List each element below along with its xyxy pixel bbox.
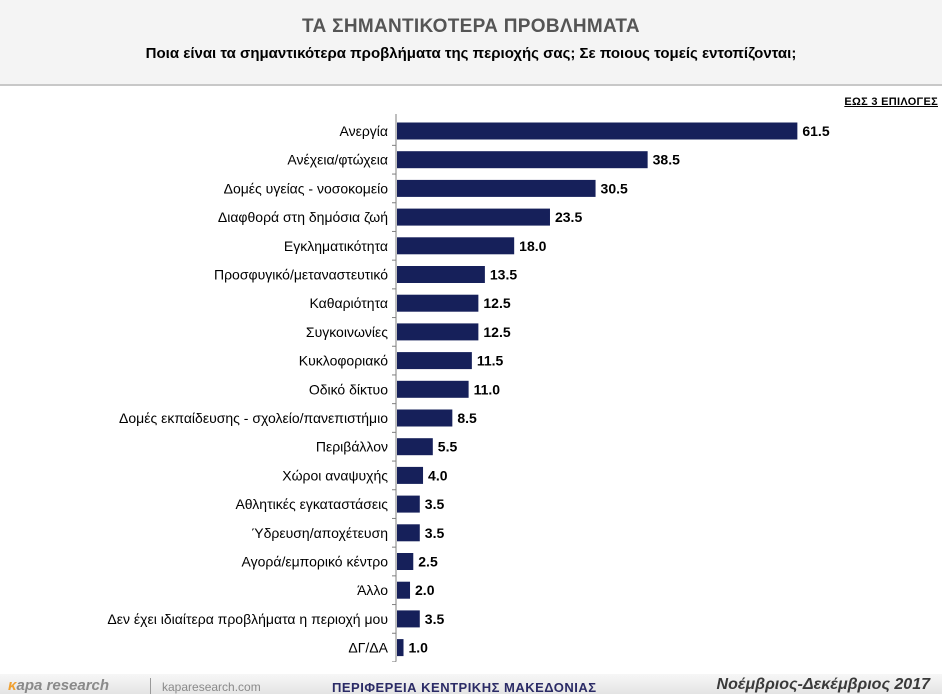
value-label: 8.5 — [457, 410, 477, 426]
footer-bar: κapa research kaparesearch.com ΠΕΡΙΦΕΡΕΙ… — [0, 674, 942, 694]
category-label: Δεν έχει ιδιαίτερα προβλήματα η περιοχή … — [107, 611, 388, 627]
bar — [397, 438, 433, 456]
page-subtitle: Ποια είναι τα σημαντικότερα προβλήματα τ… — [145, 45, 797, 62]
value-label: 12.5 — [483, 295, 510, 311]
bar — [397, 581, 411, 599]
bar — [397, 323, 479, 341]
bar — [397, 208, 550, 226]
bar — [397, 352, 472, 370]
value-label: 1.0 — [409, 640, 429, 656]
value-label: 3.5 — [425, 525, 445, 541]
value-label: 11.5 — [477, 353, 504, 369]
bar — [397, 466, 424, 484]
category-label: Αθλητικές εγκαταστάσεις — [235, 496, 388, 512]
bar — [397, 639, 404, 657]
category-label: Δομές εκπαίδευσης - σχολείο/πανεπιστήμιο — [119, 410, 388, 426]
value-label: 61.5 — [802, 123, 829, 139]
footer-separator — [150, 678, 151, 694]
category-label: Ανέχεια/φτώχεια — [287, 152, 388, 168]
bar — [397, 380, 469, 398]
value-label: 38.5 — [653, 152, 680, 168]
category-label: Οδικό δίκτυο — [309, 381, 388, 397]
category-label: Εγκληματικότητα — [284, 238, 388, 254]
bar — [397, 610, 420, 628]
category-label: Διαφθορά στη δημόσια ζωή — [218, 209, 388, 225]
category-label: Συγκοινωνίες — [306, 324, 388, 340]
category-label: Δομές υγείας - νοσοκομείο — [224, 180, 389, 196]
category-label: Χώροι αναψυχής — [282, 467, 388, 483]
category-label: ΔΓ/ΔΑ — [348, 640, 388, 656]
value-label: 2.0 — [415, 582, 435, 598]
value-label: 13.5 — [490, 267, 517, 283]
category-label: Περιβάλλον — [316, 439, 388, 455]
value-label: 30.5 — [601, 180, 628, 196]
category-label: Άλλο — [357, 582, 388, 598]
kapa-research-logo: κapa research — [8, 677, 110, 694]
bar — [397, 266, 485, 283]
footer-url: kaparesearch.com — [162, 680, 261, 694]
header-panel: ΤΑ ΣΗΜΑΝΤΙΚΟΤΕΡΑ ΠΡΟΒΛΗΜΑΤΑ Ποια είναι τ… — [0, 0, 942, 84]
value-label: 11.0 — [474, 381, 501, 397]
value-label: 18.0 — [519, 238, 546, 254]
bar-chart: Ανεργία 61.5 Ανέχεια/φτώχεια 38.5 Δομές υγεί… — [107, 114, 830, 662]
category-label: Προσφυγικό/μεταναστευτικό — [214, 267, 388, 283]
value-label: 5.5 — [438, 439, 458, 455]
selection-note: ΕΩΣ 3 ΕΠΙΛΟΓΕΣ — [844, 96, 938, 108]
header-divider — [0, 84, 942, 86]
category-label: Καθαριότητα — [309, 295, 388, 311]
bar — [397, 553, 414, 570]
bar — [397, 179, 596, 197]
page-title: ΤΑ ΣΗΜΑΝΤΙΚΟΤΕΡΑ ΠΡΟΒΛΗΜΑΤΑ — [302, 16, 640, 37]
value-label: 2.5 — [418, 554, 438, 570]
bar — [397, 409, 453, 427]
category-label: Ύδρευση/αποχέτευση — [252, 525, 388, 541]
bar — [397, 237, 515, 255]
bar — [397, 151, 648, 169]
category-label: Κυκλοφοριακό — [299, 353, 388, 369]
value-label: 4.0 — [428, 467, 448, 483]
bar — [397, 294, 479, 312]
footer-date: Νοέμβριος-Δεκέμβριος 2017 — [716, 676, 930, 693]
category-label: Ανεργία — [340, 123, 389, 139]
category-label: Αγορά/εμπορικό κέντρο — [242, 554, 389, 570]
value-label: 3.5 — [425, 611, 445, 627]
bar — [397, 524, 420, 542]
value-label: 3.5 — [425, 496, 445, 512]
footer-region: ΠΕΡΙΦΕΡΕΙΑ ΚΕΝΤΡΙΚΗΣ ΜΑΚΕΔΟΝΙΑΣ — [332, 680, 597, 694]
bar — [397, 495, 420, 513]
value-label: 12.5 — [483, 324, 510, 340]
value-label: 23.5 — [555, 209, 582, 225]
bar — [397, 122, 798, 140]
